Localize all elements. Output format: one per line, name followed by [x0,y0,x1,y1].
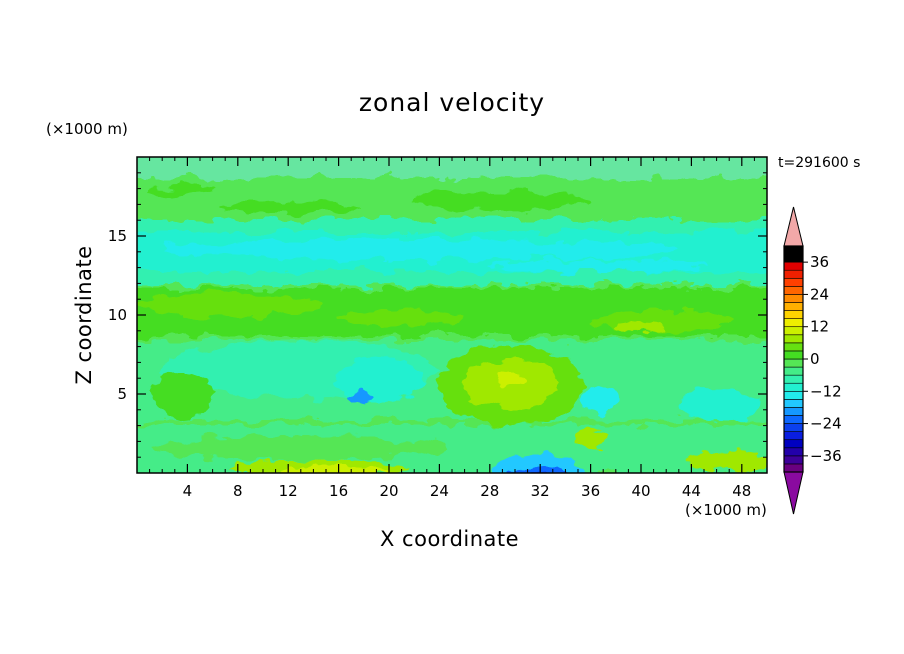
y-tick-label: 5 [117,385,127,403]
x-tick-label: 48 [732,482,751,500]
colorbar-bin [783,455,804,465]
x-tick-label: 44 [682,482,701,500]
colorbar-bin [783,439,804,449]
x-tick-label: 20 [379,482,398,500]
colorbar-bin [783,253,804,263]
colorbar-bin [783,277,804,287]
x-tick-label: 12 [279,482,298,500]
colorbar-tick-label: 12 [810,318,829,336]
colorbar-bin [783,447,804,457]
z-axis-unit: (×1000 m) [46,120,128,138]
time-label: t=291600 s [778,155,861,171]
colorbar-bin [783,342,804,352]
colorbar-tick-label: 24 [810,285,829,303]
x-tick-label: 40 [631,482,650,500]
colorbar-bin [783,286,804,295]
colorbar-bin [783,350,804,360]
x-tick-label: 24 [430,482,449,500]
x-tick-label: 32 [531,482,550,500]
x-tick-label: 4 [183,482,193,500]
colorbar-under-arrow [783,471,804,515]
colorbar-bin [783,382,804,392]
colorbar-bin [783,431,804,441]
colorbar-tick-label: −12 [810,382,842,400]
colorbar-bin [783,261,804,271]
colorbar-bin [783,302,804,311]
colorbar-bin [783,269,804,279]
chart-title: zonal velocity [358,88,546,117]
contour-field [137,157,767,473]
colorbar: −36 −24 −12 0 12 24 36 [783,206,842,515]
colorbar-bin [783,415,804,424]
colorbar-bin [783,407,804,416]
y-tick-label: 10 [108,306,127,324]
x-tick-label: 8 [233,482,243,500]
y-tick-label: 15 [108,227,127,245]
colorbar-bin [783,374,804,384]
colorbar-bin [783,358,804,368]
colorbar-bin [783,245,804,255]
colorbar-bin [783,318,804,328]
colorbar-bin [783,294,804,303]
x-tick-label: 28 [480,482,499,500]
colorbar-over-arrow [783,206,804,247]
colorbar-tick-label: 36 [810,253,829,271]
colorbar-tick-label: 0 [810,350,820,368]
colorbar-tick-label: −24 [810,415,842,433]
x-axis-unit: (×1000 m) [685,501,767,519]
colorbar-bin [783,399,804,408]
x-axis-label: X coordinate [380,527,520,551]
colorbar-bin [783,463,804,473]
colorbar-tick-label: −36 [810,447,842,465]
colorbar-bin [783,423,804,432]
colorbar-bin [783,334,804,344]
x-tick-label: 36 [581,482,600,500]
colorbar-bin [783,390,804,400]
colorbar-bin [783,366,804,376]
x-tick-label: 16 [329,482,348,500]
colorbar-bin [783,310,804,319]
colorbar-bin [783,326,804,336]
